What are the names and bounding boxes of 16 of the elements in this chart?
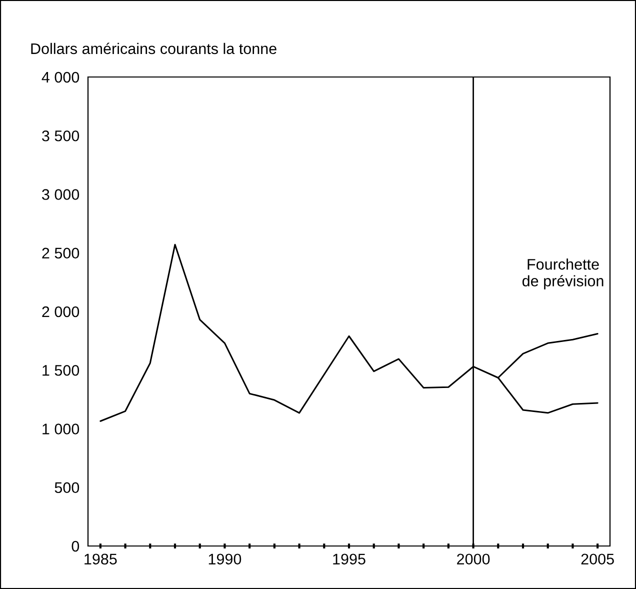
annotation: Fourchette de prévision [522, 258, 604, 290]
x-tick-label: 1995 [333, 554, 366, 565]
x-tick-label: 2000 [457, 554, 490, 565]
y-tick-label: 2 000 [42, 306, 80, 318]
x-tick-label: 2005 [581, 554, 614, 565]
y-tick-label: 4 000 [42, 72, 80, 83]
y-tick-label: 500 [54, 482, 80, 494]
y-tick-label: 0 [72, 540, 80, 552]
x-tick-label: 1990 [208, 554, 242, 565]
y-tick-label: 3 500 [42, 130, 80, 142]
y-tick-label: 1 500 [42, 364, 80, 376]
x-tick-label: 1985 [84, 554, 117, 565]
y-tick-label: 3 000 [42, 189, 80, 200]
y-tick-label: 1 000 [42, 424, 80, 434]
y-axis-title: Dollars américains courants la tonne [31, 42, 276, 54]
y-tick-label: 2 500 [42, 248, 80, 259]
